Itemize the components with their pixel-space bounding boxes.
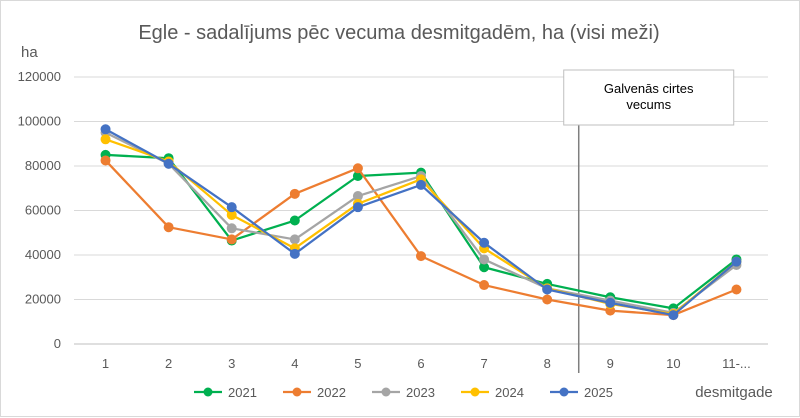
- annotation-box: Galvenās cirtes vecums: [563, 69, 735, 126]
- data-point: [163, 158, 174, 169]
- y-tick-label: 100000: [18, 114, 61, 129]
- x-tick-label: 5: [354, 356, 361, 371]
- x-tick-label: 11-...: [722, 356, 751, 371]
- data-point: [226, 223, 237, 234]
- legend-swatch-marker: [470, 387, 480, 397]
- data-point: [289, 188, 300, 199]
- y-tick-label: 60000: [25, 203, 61, 218]
- data-point: [289, 234, 300, 245]
- data-point: [100, 134, 111, 145]
- x-axis-ticks: 1 2 3 4 5 6 7 8 9 10 11-...: [102, 356, 751, 371]
- data-point: [605, 297, 616, 308]
- y-tick-label: 40000: [25, 247, 61, 262]
- data-point: [226, 234, 237, 245]
- data-point: [479, 254, 490, 265]
- data-point: [479, 237, 490, 248]
- series-line: [105, 131, 738, 314]
- legend-item: 2022: [283, 385, 346, 400]
- x-tick-label: 10: [666, 356, 680, 371]
- annotation-box-rect: [563, 69, 735, 126]
- data-point: [416, 251, 426, 262]
- series-2025: [100, 124, 742, 321]
- legend-swatch-marker: [203, 387, 213, 397]
- data-point: [668, 310, 679, 321]
- data-point: [416, 179, 426, 190]
- y-tick-label: 120000: [18, 69, 61, 84]
- x-tick-label: 7: [480, 356, 487, 371]
- legend-swatch-marker: [559, 387, 569, 397]
- legend-label: 2022: [317, 385, 346, 400]
- legend-label: 2023: [406, 385, 435, 400]
- x-axis-label: desmitgade: [695, 384, 773, 401]
- legend-label: 2025: [584, 385, 613, 400]
- data-point: [289, 215, 300, 226]
- y-tick-label: 20000: [25, 292, 61, 307]
- legend-item: 2023: [372, 385, 435, 400]
- data-point: [542, 294, 553, 305]
- data-point: [100, 124, 111, 135]
- legend-label: 2021: [228, 385, 257, 400]
- x-tick-label: 6: [417, 356, 424, 371]
- x-tick-label: 8: [544, 356, 551, 371]
- series-2024: [100, 134, 742, 319]
- chart-title: Egle - sadalījums pēc vecuma desmitgadēm…: [138, 22, 659, 44]
- data-point: [731, 256, 742, 267]
- series-group: [100, 124, 742, 321]
- y-tick-label: 80000: [25, 158, 61, 173]
- data-point: [100, 155, 111, 166]
- x-tick-label: 2: [165, 356, 172, 371]
- legend-label: 2024: [495, 385, 524, 400]
- series-line: [105, 138, 738, 316]
- data-point: [352, 202, 363, 213]
- x-tick-label: 1: [102, 356, 109, 371]
- data-point: [163, 222, 174, 233]
- legend-item: 2021: [194, 385, 257, 400]
- legend-swatch-marker: [292, 387, 302, 397]
- legend: 2021 2022 2023 2024 2025: [194, 385, 613, 400]
- legend-item: 2024: [461, 385, 524, 400]
- legend-swatch-marker: [381, 387, 391, 397]
- series-line: [105, 128, 738, 317]
- data-point: [289, 248, 300, 259]
- legend-item: 2025: [550, 385, 613, 400]
- data-point: [731, 284, 742, 295]
- data-point: [542, 284, 553, 295]
- data-point: [479, 280, 490, 291]
- data-point: [226, 202, 237, 213]
- y-axis-ticks: 0 20000 40000 60000 80000 100000 120000: [18, 69, 61, 351]
- x-tick-label: 9: [607, 356, 614, 371]
- data-point: [352, 163, 363, 174]
- x-tick-label: 4: [291, 356, 298, 371]
- annotation-label-line-1: Galvenās cirtes: [604, 81, 694, 96]
- y-axis-unit-label: ha: [21, 44, 38, 61]
- series-2023: [100, 127, 742, 318]
- y-tick-label: 0: [54, 336, 61, 351]
- x-tick-label: 3: [228, 356, 235, 371]
- annotation-label-line-2: vecums: [626, 97, 671, 112]
